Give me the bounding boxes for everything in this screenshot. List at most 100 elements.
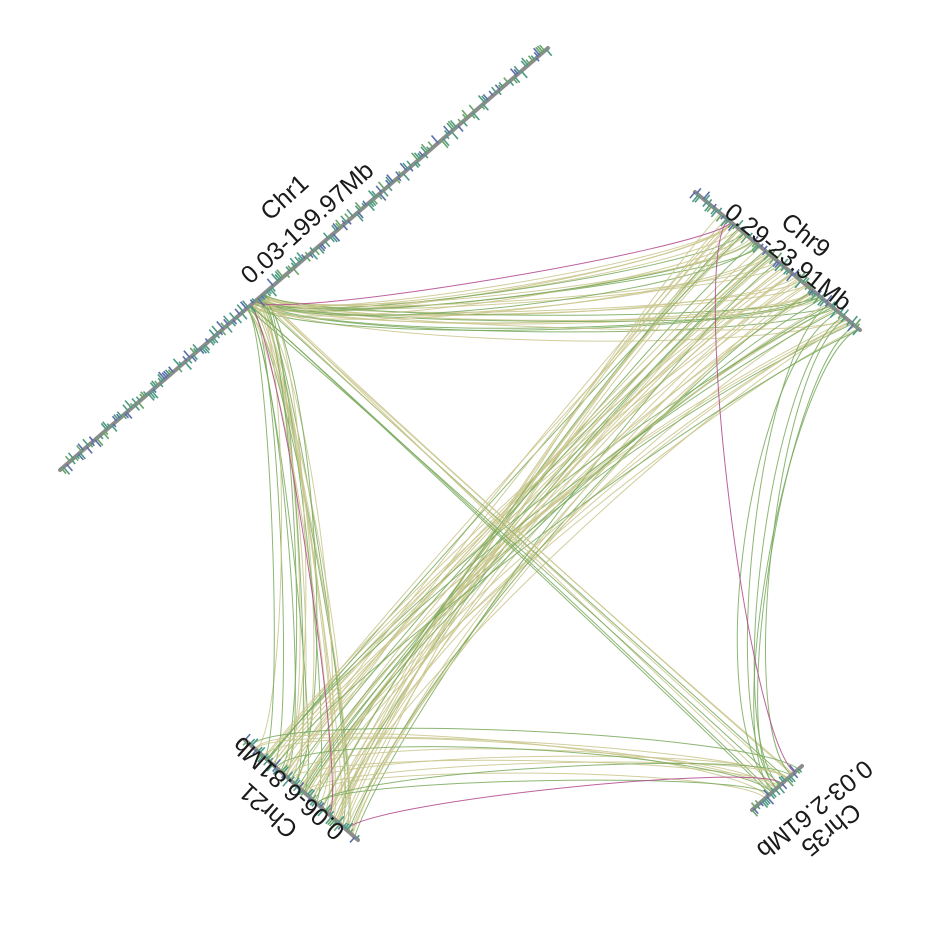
synteny-link <box>250 304 285 766</box>
gene-mark <box>242 740 248 746</box>
gene-mark <box>152 388 157 394</box>
gene-mark <box>763 253 770 261</box>
gene-mark <box>520 70 528 79</box>
gene-mark <box>202 345 210 354</box>
gene-mark <box>219 331 224 336</box>
synteny-link <box>297 323 854 788</box>
gene-mark <box>168 366 174 373</box>
gene-mark <box>192 354 198 361</box>
synteny-link <box>746 304 831 789</box>
gene-mark <box>533 47 541 56</box>
gene-mark <box>263 759 269 766</box>
gene-mark <box>817 290 822 296</box>
gene-mark <box>754 799 760 805</box>
gene-mark <box>854 318 862 327</box>
gene-mark <box>533 51 539 58</box>
gene-mark <box>494 84 501 91</box>
gene-mark <box>446 122 454 131</box>
gene-mark <box>249 305 257 313</box>
chr21-backbone <box>243 738 360 842</box>
gene-mark <box>147 393 155 401</box>
gene-mark <box>311 794 317 800</box>
gene-mark <box>329 236 335 243</box>
gene-mark <box>774 261 780 268</box>
gene-mark <box>236 304 244 313</box>
chromosome-track-chr9 <box>689 187 862 336</box>
gene-mark <box>292 267 300 276</box>
synteny-link <box>249 304 773 793</box>
synteny-link <box>261 295 777 789</box>
gene-mark <box>129 402 134 408</box>
gene-mark <box>776 780 781 786</box>
gene-mark <box>79 452 86 460</box>
gene-mark <box>772 260 779 268</box>
gene-mark <box>372 198 378 205</box>
chromosome-track-chr1 <box>58 44 553 475</box>
gene-mark <box>318 800 323 806</box>
chromosome-track-chr35 <box>750 764 804 817</box>
gene-mark <box>788 764 796 773</box>
gene-mark <box>265 755 270 760</box>
gene-mark <box>354 205 361 212</box>
gene-mark <box>707 198 713 204</box>
gene-mark <box>696 187 702 194</box>
gene-mark <box>427 141 434 148</box>
gene-mark <box>64 455 71 462</box>
gene-mark <box>789 775 796 783</box>
gene-mark <box>512 77 518 84</box>
gene-mark <box>234 308 241 315</box>
gene-mark <box>266 764 274 772</box>
gene-mark <box>361 202 366 207</box>
gene-mark <box>710 209 718 218</box>
gene-mark <box>503 77 509 84</box>
gene-mark <box>89 443 94 448</box>
synteny-link <box>288 759 780 787</box>
gene-mark <box>480 105 486 110</box>
gene-mark <box>294 256 301 264</box>
gene-mark <box>346 208 354 218</box>
gene-mark <box>509 68 517 76</box>
gene-mark <box>112 423 117 428</box>
gene-mark <box>113 414 119 421</box>
synteny-link <box>255 232 745 309</box>
gene-mark <box>530 55 536 61</box>
gene-mark <box>154 380 159 386</box>
gene-mark <box>99 434 104 440</box>
gene-mark <box>349 828 354 834</box>
gene-mark <box>379 192 387 201</box>
gene-mark <box>449 119 458 128</box>
gene-mark <box>395 171 401 177</box>
gene-mark <box>385 176 393 184</box>
gene-mark <box>100 422 108 431</box>
synteny-link <box>345 285 808 831</box>
synteny-link <box>289 250 766 781</box>
gene-mark <box>785 270 790 276</box>
synteny-link <box>274 321 851 767</box>
gene-mark <box>385 179 391 186</box>
gene-mark <box>187 358 193 364</box>
gene-mark <box>824 302 829 307</box>
gene-mark <box>151 380 158 387</box>
gene-mark <box>340 215 348 223</box>
gene-mark <box>387 185 393 192</box>
gene-mark <box>397 177 402 182</box>
gene-mark <box>440 139 449 149</box>
gene-mark <box>137 401 145 410</box>
synteny-link <box>346 776 783 831</box>
gene-mark <box>447 120 456 130</box>
gene-mark <box>274 273 281 281</box>
synteny-link <box>251 252 769 320</box>
gene-mark <box>225 325 233 333</box>
gene-mark <box>77 443 84 451</box>
gene-mark <box>509 80 515 87</box>
gene-mark <box>204 344 211 351</box>
gene-mark <box>770 248 778 256</box>
gene-mark <box>66 463 73 472</box>
gene-mark <box>306 797 312 802</box>
gene-mark <box>761 800 769 809</box>
gene-mark <box>414 162 420 169</box>
gene-mark <box>164 369 171 376</box>
gene-mark <box>793 772 799 779</box>
gene-mark <box>280 764 288 773</box>
gene-mark <box>111 415 118 422</box>
